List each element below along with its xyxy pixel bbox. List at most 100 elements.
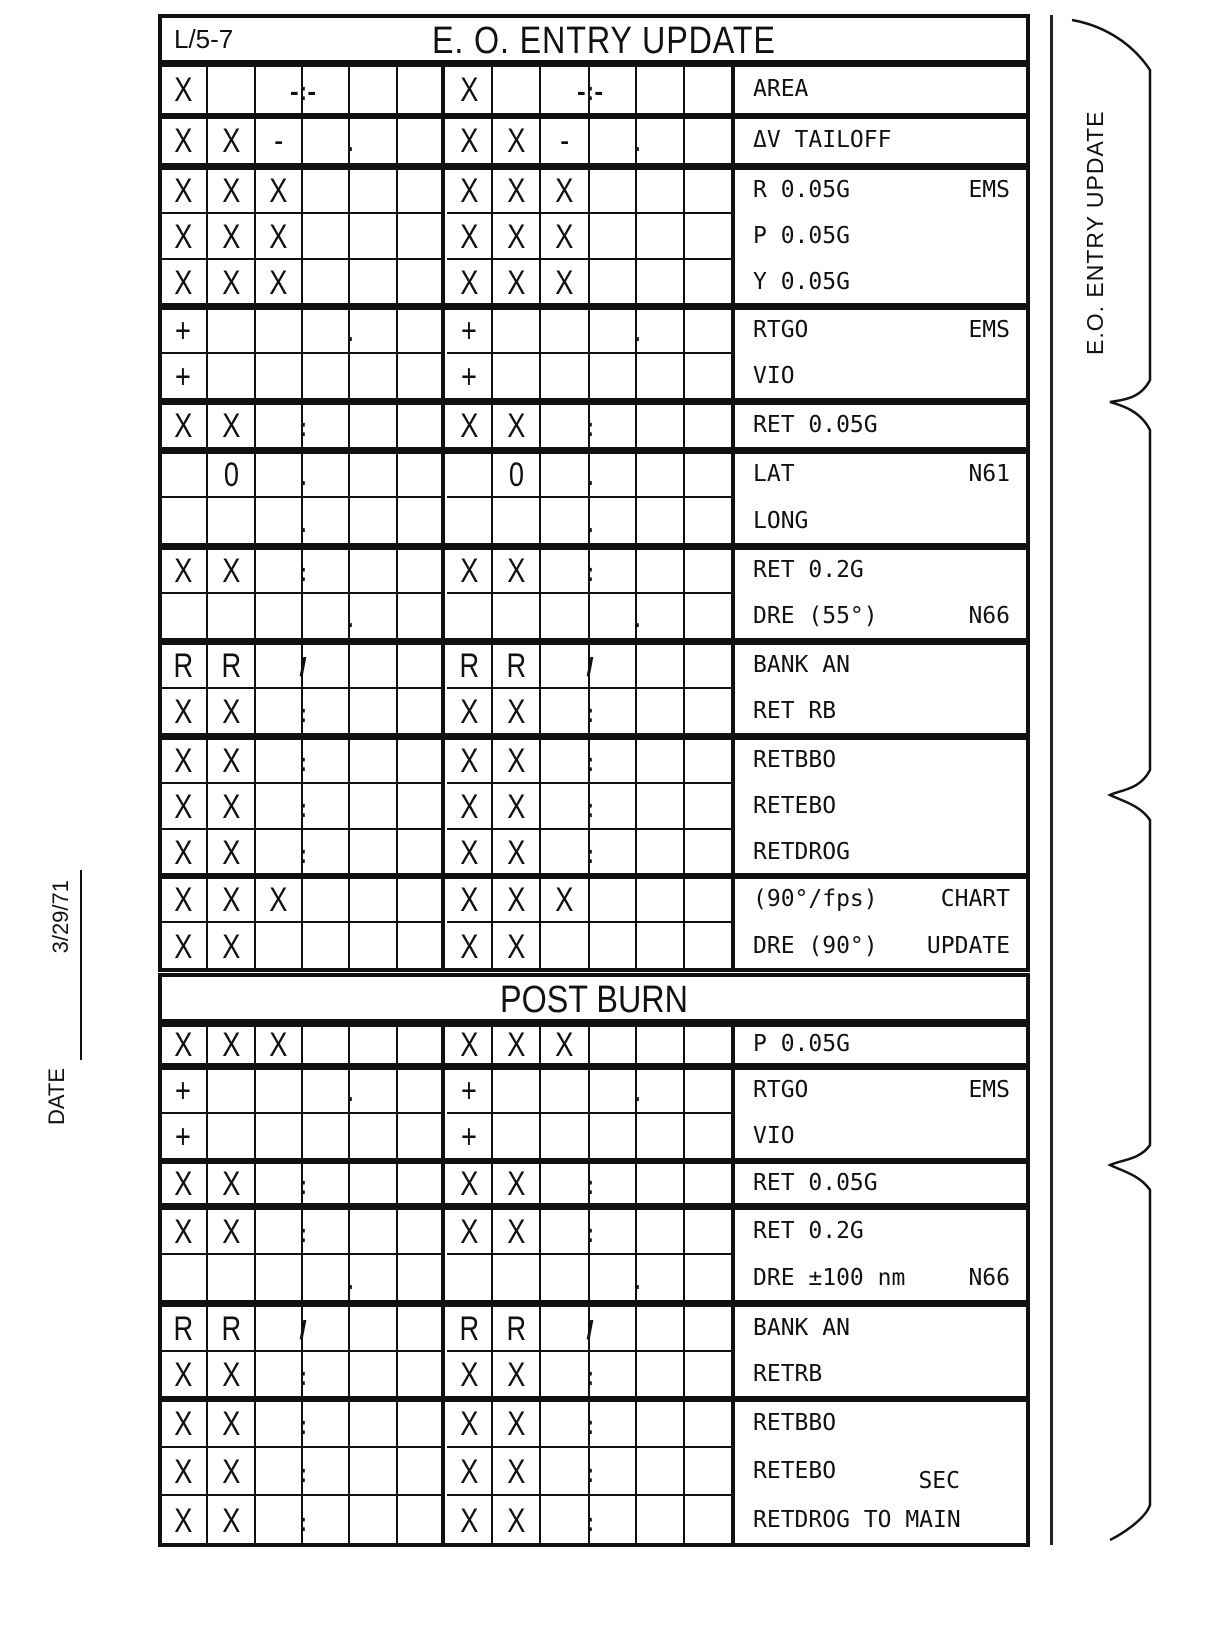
left-digit-cell[interactable] — [208, 594, 256, 640]
left-digit-cell[interactable] — [350, 117, 398, 165]
left-digit-cell[interactable] — [350, 784, 398, 830]
right-digit-cell[interactable] — [541, 548, 590, 594]
right-digit-cell[interactable] — [685, 1162, 735, 1205]
right-digit-cell[interactable]: R — [447, 1305, 493, 1352]
left-digit-cell[interactable] — [303, 65, 350, 115]
right-digit-cell[interactable] — [541, 1162, 590, 1205]
left-digit-cell[interactable] — [350, 214, 398, 260]
right-digit-cell[interactable] — [590, 1400, 637, 1448]
left-digit-cell[interactable]: X — [208, 923, 256, 970]
left-digit-cell[interactable] — [398, 1352, 445, 1398]
left-digit-cell[interactable] — [303, 643, 350, 689]
left-digit-cell[interactable] — [303, 738, 350, 784]
left-digit-cell[interactable] — [303, 1255, 350, 1302]
left-digit-cell[interactable]: X — [208, 830, 256, 875]
right-digit-cell[interactable] — [685, 1496, 735, 1545]
left-digit-cell[interactable] — [208, 354, 256, 400]
right-digit-cell[interactable] — [541, 784, 590, 830]
left-digit-cell[interactable] — [350, 877, 398, 923]
right-digit-cell[interactable] — [637, 214, 685, 260]
left-digit-cell[interactable]: R — [208, 1305, 256, 1352]
left-digit-cell[interactable]: X — [160, 738, 208, 784]
left-digit-cell[interactable] — [303, 1068, 350, 1114]
left-digit-cell[interactable] — [303, 784, 350, 830]
left-digit-cell[interactable]: X — [256, 168, 303, 214]
right-digit-cell[interactable]: X — [493, 117, 541, 165]
left-digit-cell[interactable] — [350, 689, 398, 735]
left-digit-cell[interactable] — [398, 168, 445, 214]
right-digit-cell[interactable] — [590, 548, 637, 594]
right-digit-cell[interactable] — [637, 260, 685, 305]
right-digit-cell[interactable] — [590, 1114, 637, 1160]
right-digit-cell[interactable] — [685, 1352, 735, 1398]
left-digit-cell[interactable]: X — [160, 1448, 208, 1496]
left-digit-cell[interactable] — [350, 1305, 398, 1352]
right-digit-cell[interactable]: R — [493, 643, 541, 689]
right-digit-cell[interactable] — [447, 452, 493, 498]
right-digit-cell[interactable] — [637, 452, 685, 498]
left-digit-cell[interactable]: R — [208, 643, 256, 689]
left-digit-cell[interactable] — [350, 830, 398, 875]
left-digit-cell[interactable] — [350, 738, 398, 784]
right-digit-cell[interactable] — [590, 643, 637, 689]
right-digit-cell[interactable] — [685, 1068, 735, 1114]
left-digit-cell[interactable] — [256, 923, 303, 970]
right-digit-cell[interactable] — [637, 1068, 685, 1114]
right-digit-cell[interactable] — [590, 260, 637, 305]
left-digit-cell[interactable]: X — [256, 214, 303, 260]
left-digit-cell[interactable] — [398, 738, 445, 784]
right-digit-cell[interactable] — [590, 1162, 637, 1205]
left-digit-cell[interactable] — [303, 923, 350, 970]
right-digit-cell[interactable] — [685, 1114, 735, 1160]
right-digit-cell[interactable] — [590, 923, 637, 970]
right-digit-cell[interactable] — [541, 1400, 590, 1448]
left-digit-cell[interactable] — [350, 1162, 398, 1205]
right-digit-cell[interactable] — [685, 214, 735, 260]
left-digit-cell[interactable] — [398, 784, 445, 830]
left-digit-cell[interactable]: X — [160, 548, 208, 594]
right-digit-cell[interactable]: X — [541, 260, 590, 305]
left-digit-cell[interactable]: + — [160, 1068, 208, 1114]
left-digit-cell[interactable] — [256, 738, 303, 784]
left-digit-cell[interactable] — [398, 1068, 445, 1114]
right-digit-cell[interactable] — [493, 308, 541, 354]
left-digit-cell[interactable]: + — [160, 1114, 208, 1160]
right-digit-cell[interactable]: X — [447, 738, 493, 784]
left-digit-cell[interactable] — [256, 1162, 303, 1205]
right-digit-cell[interactable] — [590, 354, 637, 400]
right-digit-cell[interactable] — [685, 498, 735, 545]
left-digit-cell[interactable]: X — [208, 214, 256, 260]
right-digit-cell[interactable] — [541, 689, 590, 735]
left-digit-cell[interactable] — [350, 308, 398, 354]
right-digit-cell[interactable] — [541, 1114, 590, 1160]
right-digit-cell[interactable] — [541, 1208, 590, 1255]
left-digit-cell[interactable] — [208, 1114, 256, 1160]
left-digit-cell[interactable] — [303, 403, 350, 449]
left-digit-cell[interactable] — [256, 452, 303, 498]
left-digit-cell[interactable] — [208, 1068, 256, 1114]
right-digit-cell[interactable] — [637, 830, 685, 875]
right-digit-cell[interactable] — [685, 877, 735, 923]
right-digit-cell[interactable] — [541, 1448, 590, 1496]
right-digit-cell[interactable] — [685, 65, 735, 115]
left-digit-cell[interactable] — [303, 594, 350, 640]
right-digit-cell[interactable] — [685, 452, 735, 498]
right-digit-cell[interactable] — [590, 689, 637, 735]
left-digit-cell[interactable] — [303, 117, 350, 165]
left-digit-cell[interactable]: X — [160, 1025, 208, 1065]
left-digit-cell[interactable] — [398, 117, 445, 165]
left-digit-cell[interactable]: + — [160, 308, 208, 354]
left-digit-cell[interactable]: X — [208, 1208, 256, 1255]
right-digit-cell[interactable] — [590, 117, 637, 165]
right-digit-cell[interactable] — [590, 1068, 637, 1114]
left-digit-cell[interactable] — [208, 65, 256, 115]
right-digit-cell[interactable] — [637, 1305, 685, 1352]
right-digit-cell[interactable] — [637, 1114, 685, 1160]
right-digit-cell[interactable]: X — [447, 168, 493, 214]
right-digit-cell[interactable]: X — [447, 214, 493, 260]
right-digit-cell[interactable] — [590, 308, 637, 354]
left-digit-cell[interactable] — [256, 308, 303, 354]
right-digit-cell[interactable]: X — [447, 260, 493, 305]
left-digit-cell[interactable]: X — [160, 877, 208, 923]
right-digit-cell[interactable] — [447, 594, 493, 640]
